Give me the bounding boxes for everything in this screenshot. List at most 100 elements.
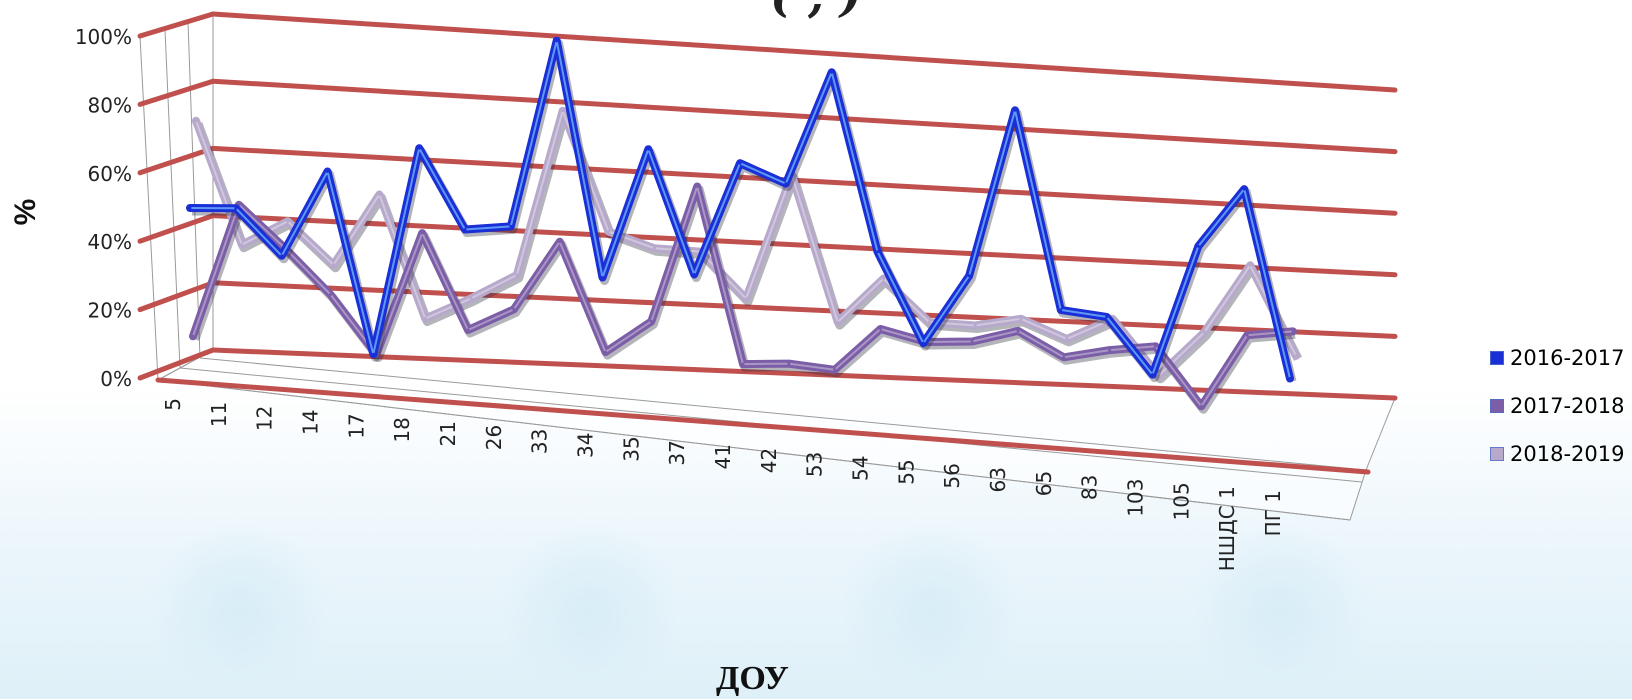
data-point: [466, 328, 470, 332]
legend-item: 2016-2017: [1490, 346, 1624, 370]
data-point: [326, 170, 329, 173]
x-axis-title: ДОУ: [716, 660, 789, 697]
legend-label: 2017-2018: [1510, 394, 1625, 418]
data-point: [970, 340, 974, 343]
data-point: [927, 320, 931, 324]
legend-swatch: [1490, 447, 1504, 461]
data-point: [515, 273, 519, 277]
data-point: [332, 263, 335, 267]
y-tick-label: 60%: [88, 162, 132, 186]
data-point: [555, 39, 559, 43]
data-point: [967, 274, 971, 278]
data-point: [1196, 244, 1200, 248]
data-point: [1294, 354, 1298, 358]
gridline-side: [137, 280, 216, 313]
data-point: [876, 250, 879, 254]
data-point: [188, 206, 192, 210]
data-point: [1013, 108, 1017, 112]
x-tick-label: 103: [1124, 479, 1148, 517]
data-point: [784, 182, 788, 186]
data-point: [469, 296, 473, 300]
side-wall-line: [187, 21, 201, 359]
data-point: [744, 297, 748, 301]
data-point: [558, 240, 562, 244]
data-point: [649, 319, 653, 323]
data-point: [423, 317, 427, 320]
y-tick-label: 80%: [88, 93, 132, 117]
x-tick-label: 41: [711, 444, 735, 469]
x-tick-label: 33: [528, 429, 552, 454]
data-point: [692, 273, 696, 276]
x-tick-label: 83: [1078, 475, 1102, 500]
x-tick-label: 56: [940, 463, 964, 488]
data-point: [377, 193, 381, 196]
x-tick-label: 14: [299, 410, 323, 435]
data-point: [882, 277, 885, 280]
data-point: [420, 231, 424, 235]
x-tick-label: 35: [619, 436, 643, 461]
x-tick-label: 18: [390, 417, 414, 442]
data-point: [463, 228, 467, 231]
background-decoration: [500, 520, 680, 700]
x-tick-label: 54: [849, 456, 873, 481]
gridline: [210, 347, 1398, 401]
gridline-side: [137, 11, 216, 39]
data-point: [921, 341, 925, 345]
x-tick-label: 12: [253, 406, 277, 431]
y-tick-label: 0%: [100, 367, 132, 391]
background-decoration: [1190, 520, 1370, 700]
data-point: [973, 324, 977, 327]
x-tick-label: 53: [803, 452, 827, 477]
data-point: [1202, 330, 1206, 334]
data-point: [1291, 329, 1295, 333]
chart-title: ( , ): [0, 0, 1632, 22]
floor-line: [157, 379, 1351, 521]
data-point: [1059, 308, 1063, 312]
data-point: [836, 320, 840, 324]
data-point: [1242, 187, 1246, 191]
data-point: [1108, 348, 1112, 352]
x-tick-label: 21: [436, 421, 460, 446]
gridline-side: [137, 145, 216, 176]
y-tick-label: 20%: [88, 299, 132, 323]
x-tick-label: 65: [1032, 471, 1056, 496]
gridline: [210, 213, 1398, 278]
data-point: [604, 350, 607, 354]
data-point: [194, 119, 198, 123]
x-tick-label: 37: [665, 440, 689, 465]
data-point: [607, 230, 610, 233]
legend-label: 2016-2017: [1510, 346, 1625, 370]
data-point: [191, 334, 195, 338]
x-tick-label: НШДС 1: [1215, 486, 1239, 571]
data-point: [830, 70, 834, 74]
gridline-side: [137, 347, 216, 381]
data-point: [329, 293, 332, 296]
gridline: [210, 145, 1398, 216]
x-tick-label: 42: [757, 448, 781, 473]
data-point: [1154, 344, 1157, 348]
legend-swatch: [1490, 399, 1504, 413]
data-point: [561, 109, 565, 113]
data-point: [646, 147, 650, 151]
data-point: [1245, 333, 1249, 337]
data-point: [879, 327, 882, 331]
gridline-side: [137, 213, 216, 244]
data-point: [512, 307, 516, 311]
gridline: [210, 11, 1398, 93]
background-decoration: [840, 520, 1020, 700]
x-tick-label: 26: [482, 425, 506, 450]
gridline-side: [137, 78, 216, 107]
gridline-front: [155, 377, 1371, 475]
data-point: [652, 246, 656, 250]
legend-item: 2017-2018: [1490, 394, 1624, 418]
data-point: [1105, 315, 1109, 319]
data-point: [601, 276, 604, 279]
data-point: [1199, 404, 1203, 408]
legend-swatch: [1490, 351, 1504, 365]
data-point: [1019, 317, 1023, 321]
x-tick-label: 11: [207, 402, 231, 427]
data-point: [833, 368, 837, 372]
gridline: [210, 78, 1398, 155]
x-tick-label: 63: [986, 467, 1010, 492]
